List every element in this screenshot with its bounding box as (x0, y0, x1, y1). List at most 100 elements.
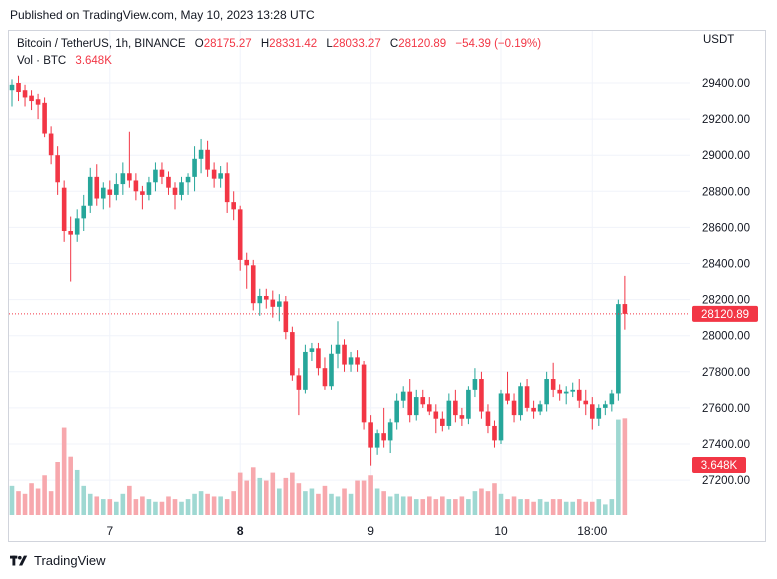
candle-body (479, 379, 484, 412)
volume-bar (218, 496, 223, 515)
volume-bar (479, 488, 484, 515)
candle-body (576, 389, 582, 401)
candle-body (426, 404, 432, 412)
y-tick-label: 28800.00 (702, 186, 750, 198)
candle-body (492, 425, 497, 441)
candle-body (537, 404, 543, 412)
volume-bar (472, 491, 478, 515)
volume-bar (159, 501, 165, 515)
volume-bar (61, 427, 67, 515)
volume-bar (146, 499, 152, 515)
candle-body (550, 379, 556, 390)
candle-body (296, 375, 302, 390)
volume-bar (589, 501, 595, 515)
volume-value: 3.648K (75, 55, 112, 67)
x-tick-label: 18:00 (577, 524, 607, 538)
volume-bar (342, 488, 347, 515)
candle-body (446, 400, 452, 426)
published-header: Published on TradingView.com, May 10, 20… (10, 8, 315, 22)
volume-bar (316, 493, 321, 515)
candle-body (172, 187, 178, 195)
candle-body (257, 295, 263, 304)
candle-body (74, 218, 80, 235)
candle-body (531, 407, 536, 412)
volume-bar (531, 501, 536, 515)
candle-body (185, 176, 191, 183)
volume-bar (583, 501, 589, 515)
volume-bar (133, 499, 139, 515)
candle-body (505, 393, 510, 401)
candle-body (237, 209, 243, 260)
volume-bar (557, 499, 562, 515)
volume-bar (498, 493, 504, 515)
volume-bar (29, 483, 34, 515)
volume-bar (257, 477, 263, 515)
candle-body (198, 149, 204, 159)
y-tick-label: 29000.00 (702, 150, 750, 162)
y-tick-label: 28400.00 (702, 259, 750, 271)
candle-body (270, 299, 276, 307)
symbol-label[interactable]: Bitcoin / TetherUS, 1h, BINANCE (17, 38, 186, 50)
open-value: 28175.27 (203, 38, 252, 50)
y-tick-label: 28200.00 (702, 295, 750, 307)
candle-body (244, 259, 250, 266)
volume-bar (192, 493, 197, 515)
volume-label[interactable]: Vol · BTC (17, 55, 67, 67)
volume-bar (166, 496, 171, 515)
volume-bar (426, 496, 432, 515)
volume-bar (348, 493, 354, 515)
candle-body (544, 379, 549, 405)
volume-bar (453, 499, 458, 515)
candle-body (394, 400, 399, 423)
volume-bar (250, 467, 256, 515)
volume-bar (407, 496, 413, 515)
candle-body (81, 205, 87, 219)
candle-body (231, 202, 236, 210)
open-label: O (194, 38, 204, 50)
volume-bar (205, 493, 210, 515)
volume-bar (322, 485, 328, 515)
candle-body (524, 386, 530, 408)
volume-bar (374, 488, 380, 515)
volume-bar (622, 418, 628, 515)
candle-body (348, 357, 354, 365)
volume-bar (544, 501, 549, 515)
volume-bar (48, 491, 54, 515)
volume-bar (211, 496, 217, 515)
candle-body (374, 433, 380, 448)
volume-legend-row: Vol · BTC 3.648K (17, 53, 541, 70)
volume-bar (440, 496, 445, 515)
x-tick-label: 7 (106, 524, 113, 538)
candle-body (22, 90, 28, 98)
volume-bar (94, 496, 100, 515)
low-value: 28033.27 (332, 38, 381, 50)
candle-body (224, 173, 230, 203)
candle-body (159, 169, 165, 177)
footer-brand[interactable]: TradingView (10, 553, 106, 568)
candle-body (127, 173, 132, 181)
candle-body (100, 187, 106, 199)
volume-bar (185, 499, 191, 515)
candle-body (498, 393, 504, 441)
tradingview-logo-icon (10, 555, 28, 565)
candle-body (472, 379, 478, 390)
volume-bar (420, 499, 426, 515)
y-tick-label: 29400.00 (702, 78, 750, 90)
ohlc-legend-row: Bitcoin / TetherUS, 1h, BINANCE O28175.2… (17, 36, 541, 53)
volume-bar (81, 485, 87, 515)
candle-body (61, 187, 67, 232)
candle-body (433, 411, 439, 419)
candle-body (179, 182, 184, 195)
candle-body (440, 418, 445, 426)
volume-tag (692, 457, 746, 473)
currency-label[interactable]: USDT (703, 34, 735, 46)
candle-body (557, 389, 562, 394)
candle-body (42, 102, 47, 134)
volume-bar (603, 504, 608, 515)
volume-bar (400, 496, 406, 515)
volume-bar (550, 499, 556, 515)
candle-body (616, 304, 621, 394)
candle-body (387, 422, 393, 441)
candle-body (205, 149, 210, 170)
